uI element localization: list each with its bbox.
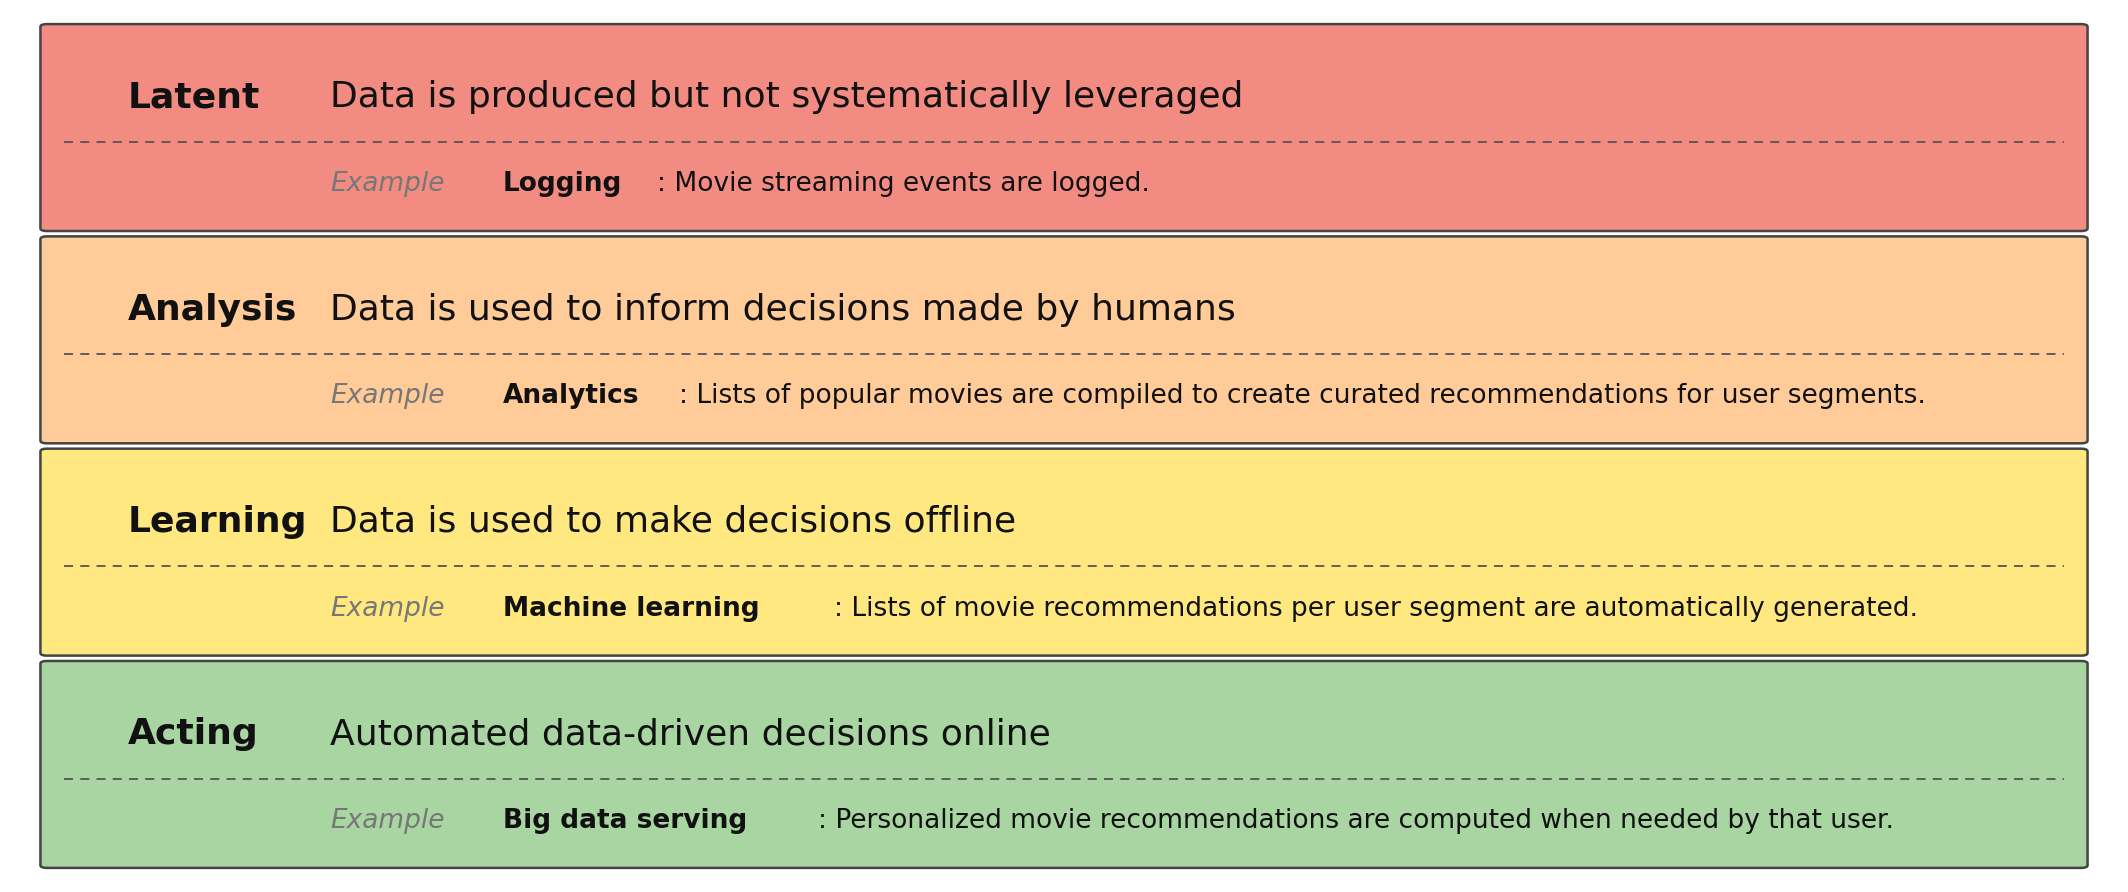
- Text: Learning: Learning: [128, 505, 306, 539]
- Text: Example: Example: [330, 808, 445, 834]
- Text: : Personalized movie recommendations are computed when needed by that user.: : Personalized movie recommendations are…: [819, 808, 1894, 834]
- Text: Analysis: Analysis: [128, 293, 298, 326]
- FancyBboxPatch shape: [40, 24, 2088, 231]
- Text: Example: Example: [330, 596, 445, 622]
- FancyBboxPatch shape: [40, 449, 2088, 656]
- Text: Data is used to make decisions offline: Data is used to make decisions offline: [330, 505, 1015, 539]
- FancyBboxPatch shape: [40, 661, 2088, 868]
- Text: Example: Example: [330, 384, 445, 409]
- Text: Machine learning: Machine learning: [502, 596, 760, 622]
- Text: : Movie streaming events are logged.: : Movie streaming events are logged.: [658, 171, 1149, 197]
- Text: Big data serving: Big data serving: [502, 808, 747, 834]
- Text: Logging: Logging: [502, 171, 624, 197]
- Text: Data is used to inform decisions made by humans: Data is used to inform decisions made by…: [330, 293, 1236, 326]
- Text: Automated data-driven decisions online: Automated data-driven decisions online: [330, 717, 1051, 751]
- Text: : Lists of movie recommendations per user segment are automatically generated.: : Lists of movie recommendations per use…: [834, 596, 1917, 622]
- FancyBboxPatch shape: [40, 236, 2088, 443]
- Text: Data is produced but not systematically leveraged: Data is produced but not systematically …: [330, 80, 1243, 114]
- Text: Latent: Latent: [128, 80, 260, 114]
- Text: : Lists of popular movies are compiled to create curated recommendations for use: : Lists of popular movies are compiled t…: [679, 384, 1926, 409]
- Text: Analytics: Analytics: [502, 384, 641, 409]
- Text: Example: Example: [330, 171, 445, 197]
- Text: Acting: Acting: [128, 717, 257, 751]
